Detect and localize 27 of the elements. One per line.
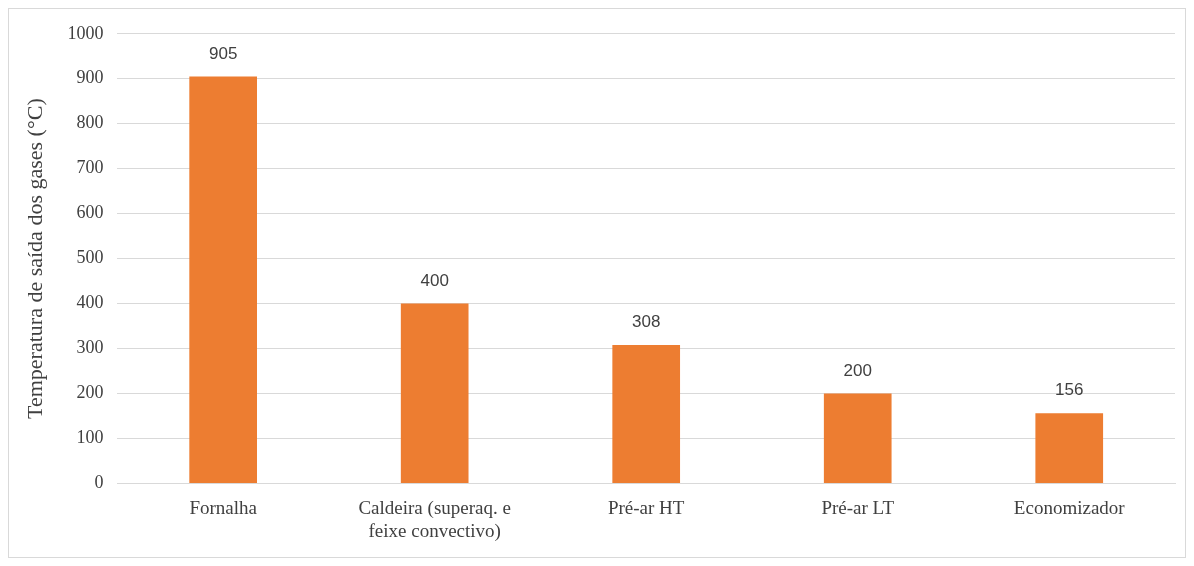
data-label: 400 bbox=[420, 270, 449, 290]
data-label: 308 bbox=[632, 312, 661, 332]
y-tick-label: 200 bbox=[76, 382, 104, 403]
y-tick-label: 300 bbox=[76, 337, 104, 358]
x-tick-label: Fornalha bbox=[189, 496, 258, 518]
y-tick-label: 700 bbox=[76, 157, 104, 178]
x-tick-label: Pré-ar LT bbox=[821, 496, 895, 518]
y-tick-label: 600 bbox=[76, 202, 104, 223]
x-tick-label: Economizador bbox=[1013, 496, 1126, 518]
bar bbox=[189, 76, 257, 483]
y-tick-label: 400 bbox=[76, 292, 104, 313]
y-tick-label: 800 bbox=[76, 112, 104, 133]
data-label: 156 bbox=[1055, 380, 1084, 400]
bar bbox=[823, 393, 892, 483]
bar bbox=[1035, 413, 1104, 483]
bar bbox=[400, 303, 469, 483]
y-tick-label: 1000 bbox=[67, 22, 104, 43]
y-axis-title: Temperatura de saída dos gases (°C) bbox=[21, 98, 47, 419]
data-label: 200 bbox=[843, 360, 872, 380]
y-tick-label: 0 bbox=[94, 472, 104, 493]
y-tick-label: 500 bbox=[76, 247, 104, 268]
x-tick-label: Pré-ar HT bbox=[607, 496, 685, 518]
y-tick-label: 100 bbox=[76, 427, 104, 448]
y-tick-label: 900 bbox=[76, 67, 104, 88]
x-tick-label: Caldeira (superaq. e feixe convectivo) bbox=[358, 496, 511, 542]
data-label: 905 bbox=[208, 43, 238, 63]
bar bbox=[612, 344, 681, 483]
